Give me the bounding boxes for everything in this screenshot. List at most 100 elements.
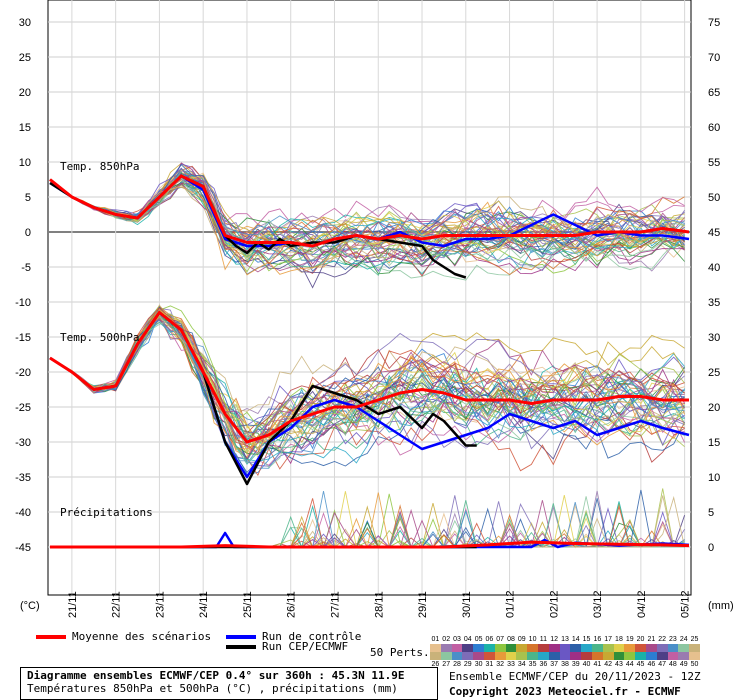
pert-swatch <box>505 652 517 660</box>
pert-swatch <box>430 644 441 652</box>
pert-swatch <box>462 644 474 652</box>
pert-swatch <box>483 652 495 660</box>
x-tick-label: 27/11 <box>329 591 341 618</box>
pert-swatch <box>494 652 506 660</box>
x-tick-label: 29/11 <box>417 591 429 618</box>
legend-mean-swatch <box>36 635 66 639</box>
ensemble-member-line <box>49 308 686 450</box>
plot-area <box>47 0 692 596</box>
right-tick-label: 10 <box>708 472 720 484</box>
pert-number: 29 <box>463 661 472 668</box>
pert-swatch <box>494 644 506 652</box>
pert-number: 36 <box>539 661 548 668</box>
pert-number: 48 <box>669 661 677 668</box>
grid <box>48 0 691 595</box>
pert-number: 47 <box>658 661 667 668</box>
pert-swatch <box>613 652 625 660</box>
left-tick-label: 10 <box>19 157 31 169</box>
pert-number: 01 <box>431 636 440 643</box>
left-tick-label: -35 <box>15 472 31 484</box>
x-tick-label: 01/12 <box>505 590 517 618</box>
pert-number: 04 <box>463 636 472 643</box>
right-tick-label: 65 <box>708 87 720 99</box>
pert-number: 15 <box>582 636 591 643</box>
pert-number: 09 <box>517 636 526 643</box>
legend-mean: Moyenne des scénarios <box>36 630 211 643</box>
pert-swatch <box>505 644 517 652</box>
ensemble-member-line <box>49 176 685 267</box>
right-tick-label: 55 <box>708 157 720 169</box>
right-tick-label: 20 <box>708 402 720 414</box>
pert-number: 25 <box>690 636 699 643</box>
legend-run-label: Run CEP/ECMWF <box>262 640 349 653</box>
pert-swatch <box>581 644 592 652</box>
pert-swatch <box>602 652 614 660</box>
right-tick-label: 15 <box>708 437 720 449</box>
chart-title: Diagramme ensembles ECMWF/CEP 0.4° sur 3… <box>27 669 405 682</box>
legend-control-swatch <box>226 635 256 639</box>
pert-swatch <box>613 644 625 652</box>
pert-swatch <box>678 652 690 660</box>
pert-number: 43 <box>615 661 623 668</box>
pert-swatch <box>473 652 484 660</box>
pert-number: 23 <box>669 636 677 643</box>
left-tick-label: 0 <box>25 227 31 239</box>
right-tick-label: 75 <box>708 17 720 29</box>
pert-swatch <box>645 652 657 660</box>
pert-swatch <box>581 652 592 660</box>
pert-number: 40 <box>582 661 591 668</box>
pert-number: 42 <box>604 661 613 668</box>
right-tick-label: 25 <box>708 367 720 379</box>
pert-swatch <box>689 652 700 660</box>
x-tick-label: 30/11 <box>461 591 473 618</box>
panel-label-850: Temp. 850hPa <box>60 160 139 173</box>
pert-swatch <box>537 644 549 652</box>
x-tick-label: 23/11 <box>154 591 166 618</box>
right-tick-label: 70 <box>708 52 720 64</box>
pert-swatch <box>667 652 679 660</box>
pert-number: 20 <box>636 636 645 643</box>
pert-swatch <box>516 644 528 652</box>
ensemble-member-line <box>49 179 685 276</box>
pert-number: 02 <box>442 636 451 643</box>
legend-control-label: Run de contrôle <box>262 630 362 643</box>
right-tick-label: 30 <box>708 332 720 344</box>
pert-swatch <box>440 652 452 660</box>
right-tick-label: 45 <box>708 227 720 239</box>
left-tick-label: 15 <box>19 122 31 134</box>
pert-number: 03 <box>453 636 461 643</box>
run-info: Ensemble ECMWF/CEP du 20/11/2023 - 12Z <box>449 670 701 683</box>
pert-number: 08 <box>507 636 515 643</box>
highlighted-series <box>49 174 690 549</box>
x-tick-label: 04/12 <box>636 590 648 618</box>
left-tick-label: 5 <box>25 192 31 204</box>
x-axis-ticks: 21/11 22/11 23/11 24/11 25/11 26/11 27/11 28/11… <box>67 590 692 618</box>
left-tick-label: -10 <box>15 297 31 309</box>
x-tick-label: 02/12 <box>548 590 560 618</box>
x-tick-label: 26/11 <box>286 591 298 618</box>
legend-run: Run CEP/ECMWF <box>226 640 348 653</box>
chart-subtitle: Températures 850hPa et 500hPa (°C) , pré… <box>27 682 398 695</box>
pert-number: 17 <box>604 636 613 643</box>
copyright: Copyright 2023 Meteociel.fr - ECMWF <box>449 685 681 698</box>
pert-number: 45 <box>636 661 645 668</box>
right-tick-label: 50 <box>708 192 720 204</box>
pert-number: 05 <box>474 636 483 643</box>
left-tick-label: -25 <box>15 402 31 414</box>
pert-number: 38 <box>561 661 569 668</box>
pert-swatch <box>516 652 528 660</box>
pert-swatch <box>527 652 538 660</box>
pert-number: 21 <box>647 636 656 643</box>
panel-label-500: Temp. 500hPa <box>60 331 139 344</box>
right-axis-unit: (mm) <box>708 600 734 612</box>
pert-number: 39 <box>571 661 580 668</box>
pert-swatch <box>656 644 668 652</box>
x-tick-label: 22/11 <box>111 591 123 618</box>
pert-number: 22 <box>658 636 667 643</box>
ensemble-member-line <box>49 320 685 469</box>
legend-control: Run de contrôle <box>226 630 361 643</box>
pert-swatch <box>624 652 636 660</box>
pert-number: 44 <box>625 661 634 668</box>
ensemble-member-line <box>49 176 685 257</box>
